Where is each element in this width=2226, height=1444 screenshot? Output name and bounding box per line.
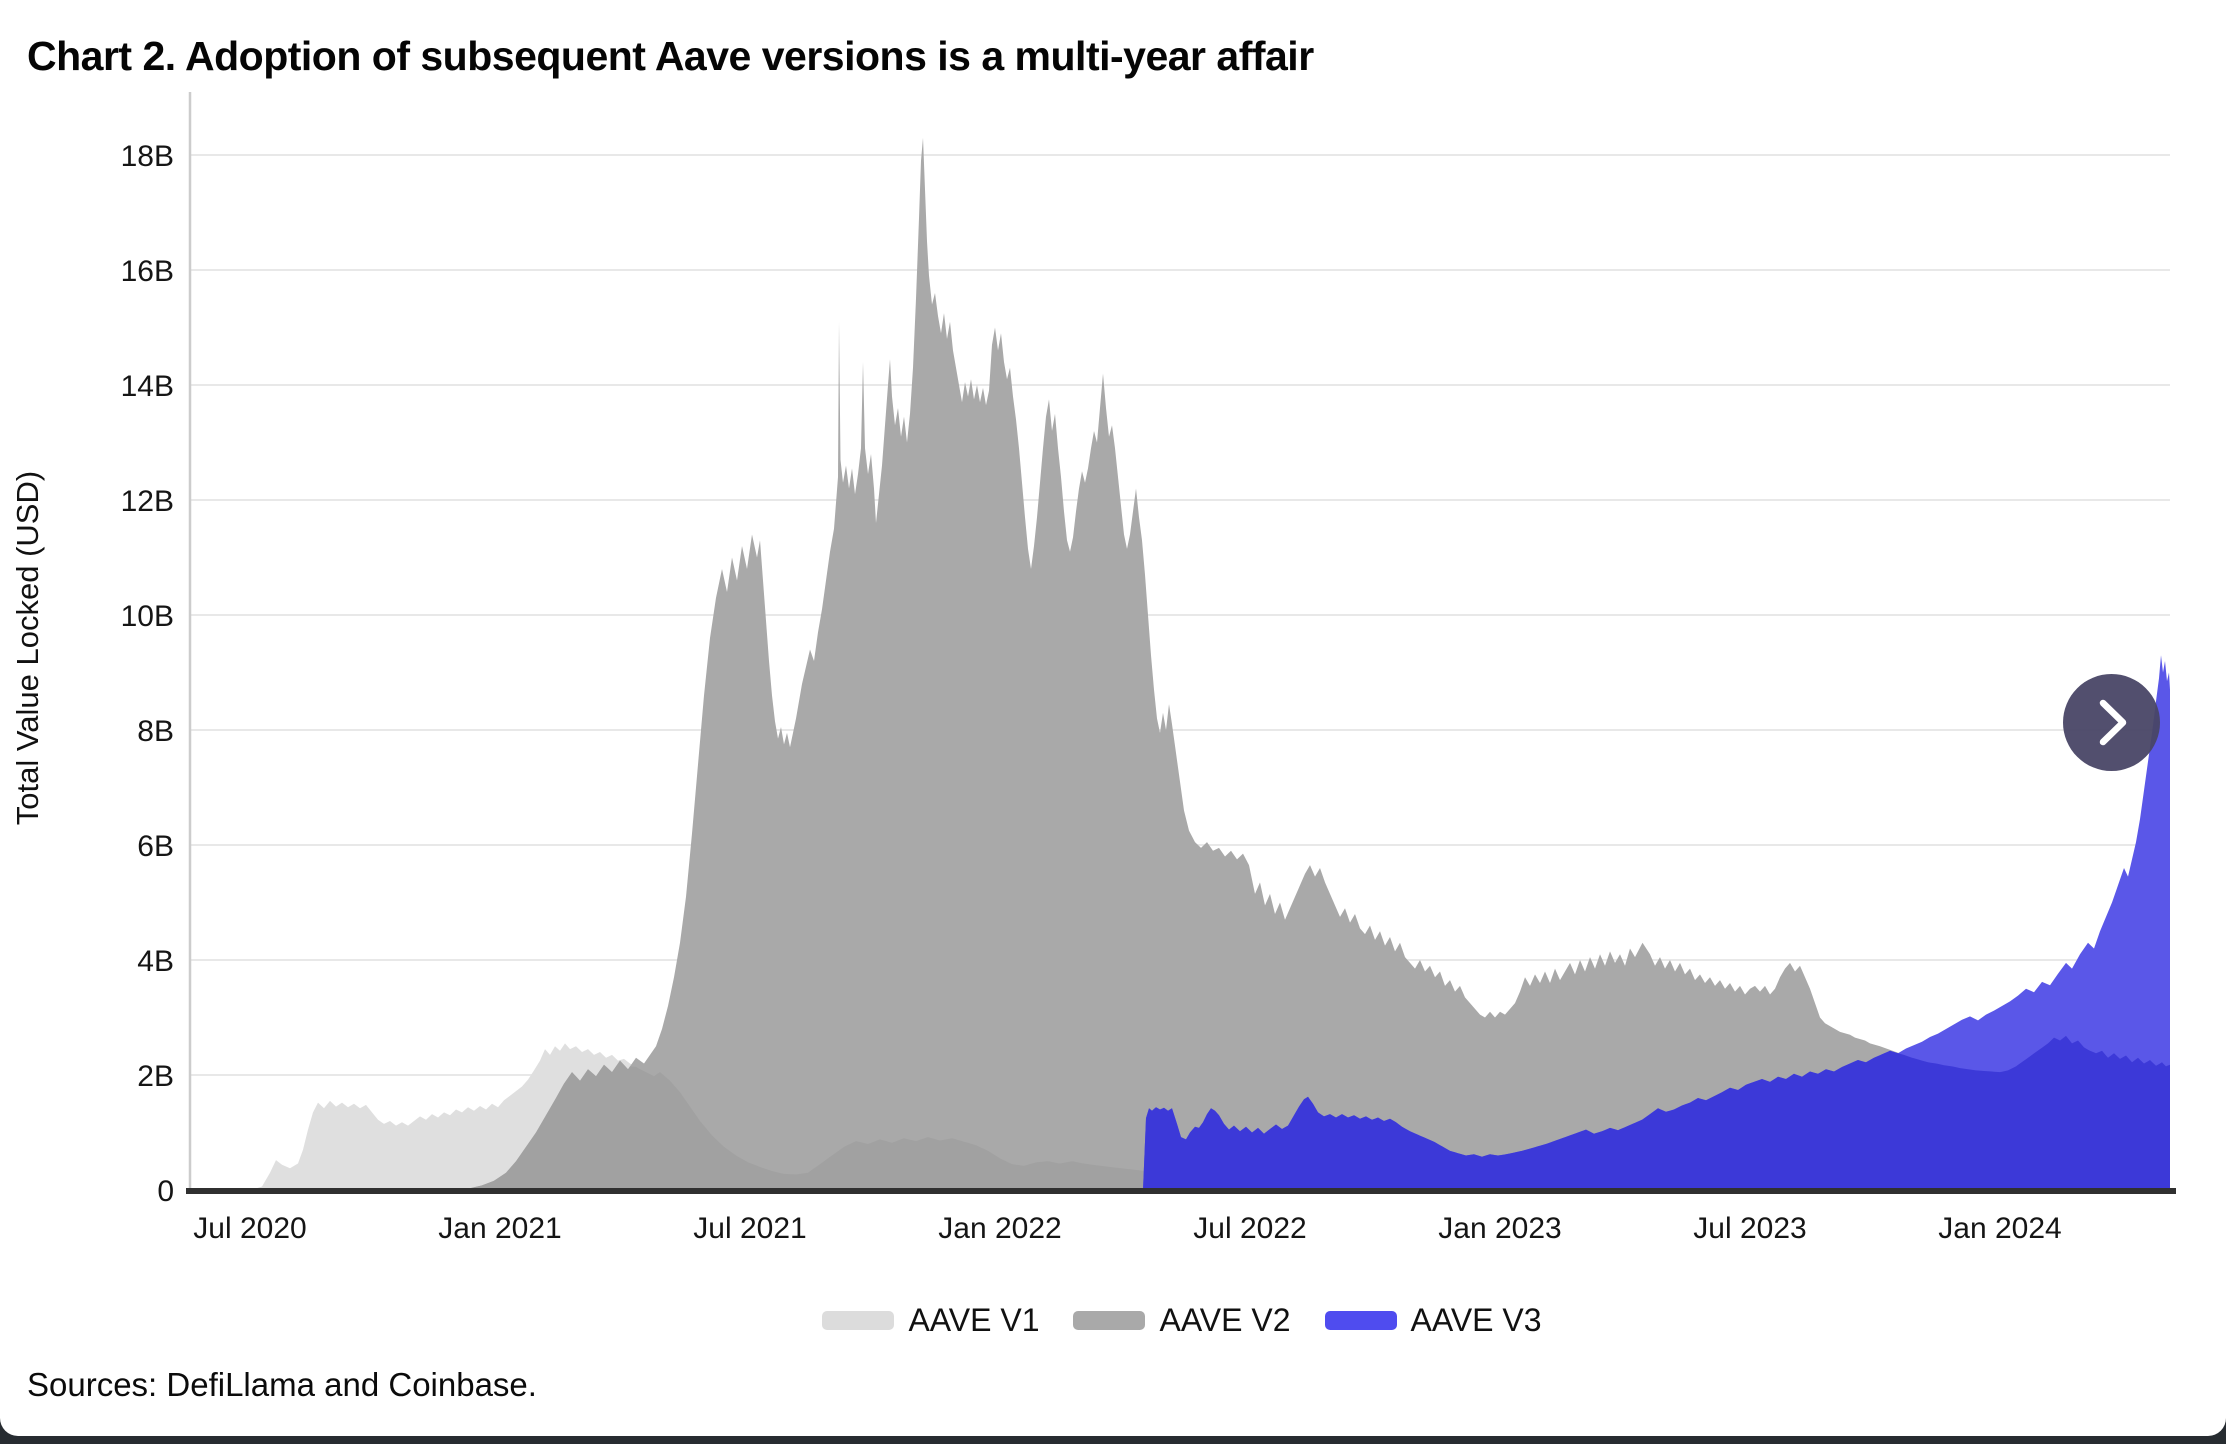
x-tick-label: Jan 2024 <box>1938 1212 2061 1245</box>
chevron-right-icon <box>2099 699 2127 746</box>
y-tick-label: 0 <box>157 1175 174 1208</box>
legend-swatch <box>1324 1311 1397 1330</box>
legend-label: AAVE V3 <box>1410 1302 1542 1338</box>
y-axis-title: Total Value Locked (USD) <box>10 470 45 826</box>
next-chart-button[interactable] <box>2063 674 2160 771</box>
y-tick-label: 10B <box>121 600 174 633</box>
area-aave-v2 <box>470 137 2170 1190</box>
y-tick-label: 4B <box>137 945 174 978</box>
legend-item-aave-v1: AAVE V1 <box>822 1302 1039 1339</box>
chart-legend: AAVE V1 AAVE V2 AAVE V3 <box>190 1302 2174 1339</box>
x-tick-label: Jul 2023 <box>1693 1212 1806 1245</box>
y-tick-label: 18B <box>121 140 174 173</box>
legend-item-aave-v2: AAVE V2 <box>1073 1302 1291 1339</box>
y-tick-label: 12B <box>121 485 174 518</box>
legend-swatch <box>822 1311 895 1330</box>
area-aave-v3 <box>1143 655 2170 1190</box>
x-tick-label: Jul 2021 <box>693 1212 806 1245</box>
legend-label: AAVE V2 <box>1159 1302 1291 1338</box>
y-tick-label: 2B <box>137 1060 174 1093</box>
legend-swatch <box>1073 1311 1146 1330</box>
x-tick-label: Jan 2022 <box>938 1212 1061 1245</box>
legend-label: AAVE V1 <box>908 1302 1040 1338</box>
x-tick-label: Jul 2020 <box>193 1212 306 1245</box>
y-tick-label: 14B <box>121 370 174 403</box>
legend-item-aave-v3: AAVE V3 <box>1324 1302 1542 1339</box>
y-tick-label: 6B <box>137 830 174 863</box>
area-overlap-v1-v2 <box>470 1060 2170 1190</box>
x-tick-label: Jul 2022 <box>1193 1212 1306 1245</box>
sources-note: Sources: DefiLlama and Coinbase. <box>27 1366 537 1403</box>
chart-title: Chart 2. Adoption of subsequent Aave ver… <box>27 33 1314 80</box>
x-tick-label: Jan 2021 <box>438 1212 561 1245</box>
x-tick-label: Jan 2023 <box>1438 1212 1561 1245</box>
y-tick-label: 8B <box>137 715 174 748</box>
area-overlap-v2-v3 <box>1143 1035 2170 1190</box>
y-tick-label: 16B <box>121 255 174 288</box>
x-axis-line <box>186 1188 2176 1194</box>
